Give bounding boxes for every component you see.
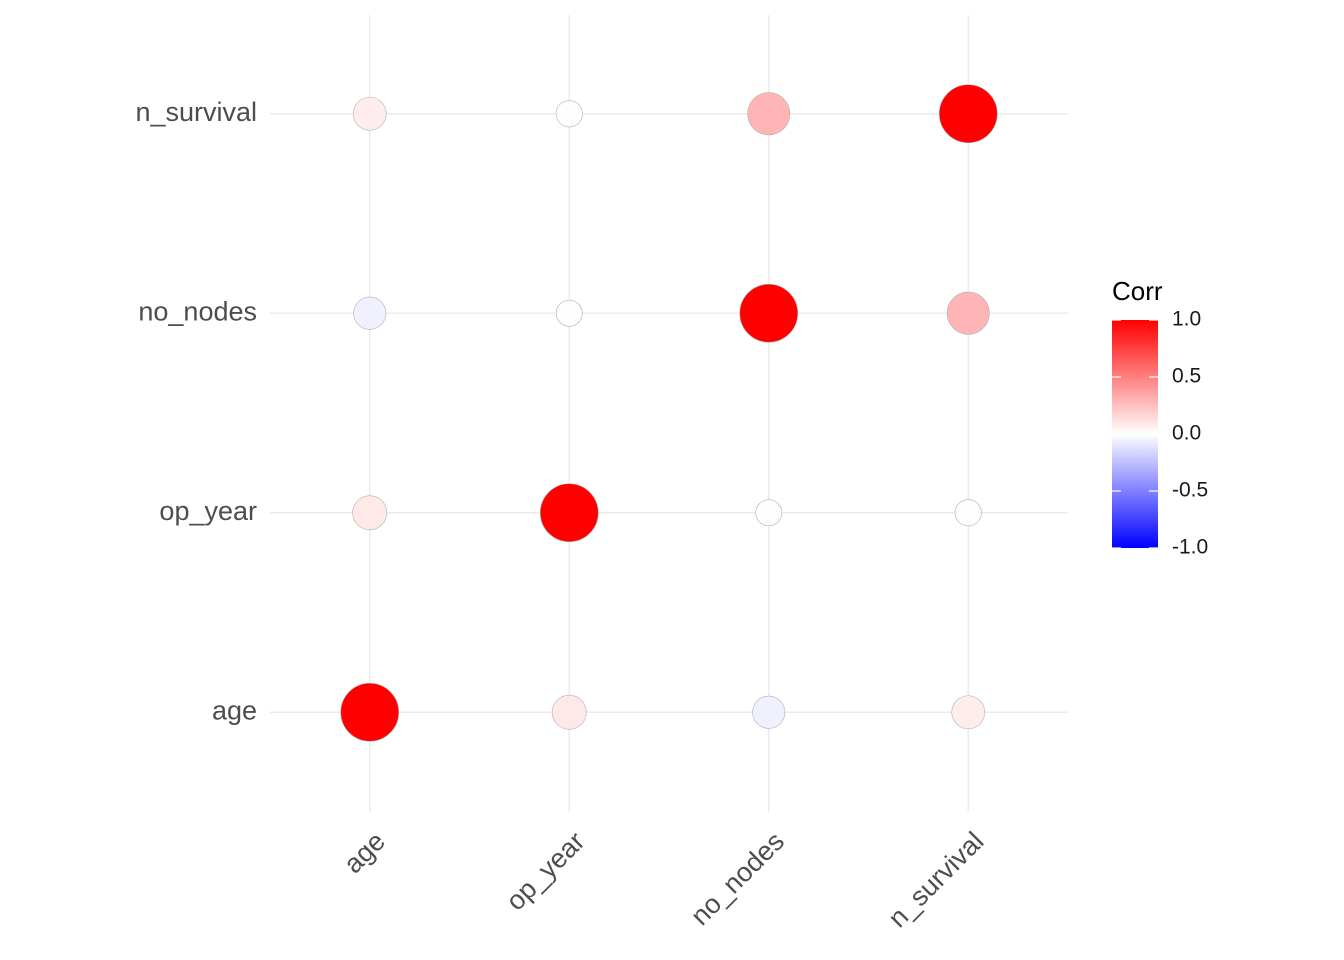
corr-circle [555, 299, 583, 327]
corr-circle [551, 694, 587, 730]
y-tick-label: age [212, 695, 257, 725]
y-tick-label: n_survival [135, 97, 257, 127]
x-tick-label: n_survival [882, 826, 989, 933]
y-tick-label: op_year [159, 496, 257, 526]
corr-circle [555, 100, 583, 128]
y-tick-label: no_nodes [138, 296, 257, 326]
corr-circle [954, 499, 982, 527]
corr-circle [747, 92, 791, 136]
legend-label: 1.0 [1172, 308, 1201, 331]
corr-circle [353, 296, 387, 330]
corr-circle [752, 695, 786, 729]
corr-circle [739, 283, 799, 343]
corr-circle [755, 499, 783, 527]
corr-circle [951, 695, 986, 730]
x-tick-label: op_year [500, 826, 590, 916]
legend-label: 0.5 [1172, 365, 1201, 388]
x-tick-label: age [338, 826, 391, 879]
legend-label: -1.0 [1172, 536, 1208, 559]
corr-circle [938, 84, 998, 144]
legend-label: 0.0 [1172, 422, 1201, 445]
corr-circle [539, 483, 599, 543]
corr-circle [340, 682, 400, 742]
x-tick-label: no_nodes [685, 826, 790, 931]
legend-title: Corr [1112, 276, 1163, 306]
corr-circle [352, 495, 388, 531]
corr-circle [946, 291, 990, 335]
legend-label: -0.5 [1172, 479, 1208, 502]
corr-circle [352, 96, 387, 131]
